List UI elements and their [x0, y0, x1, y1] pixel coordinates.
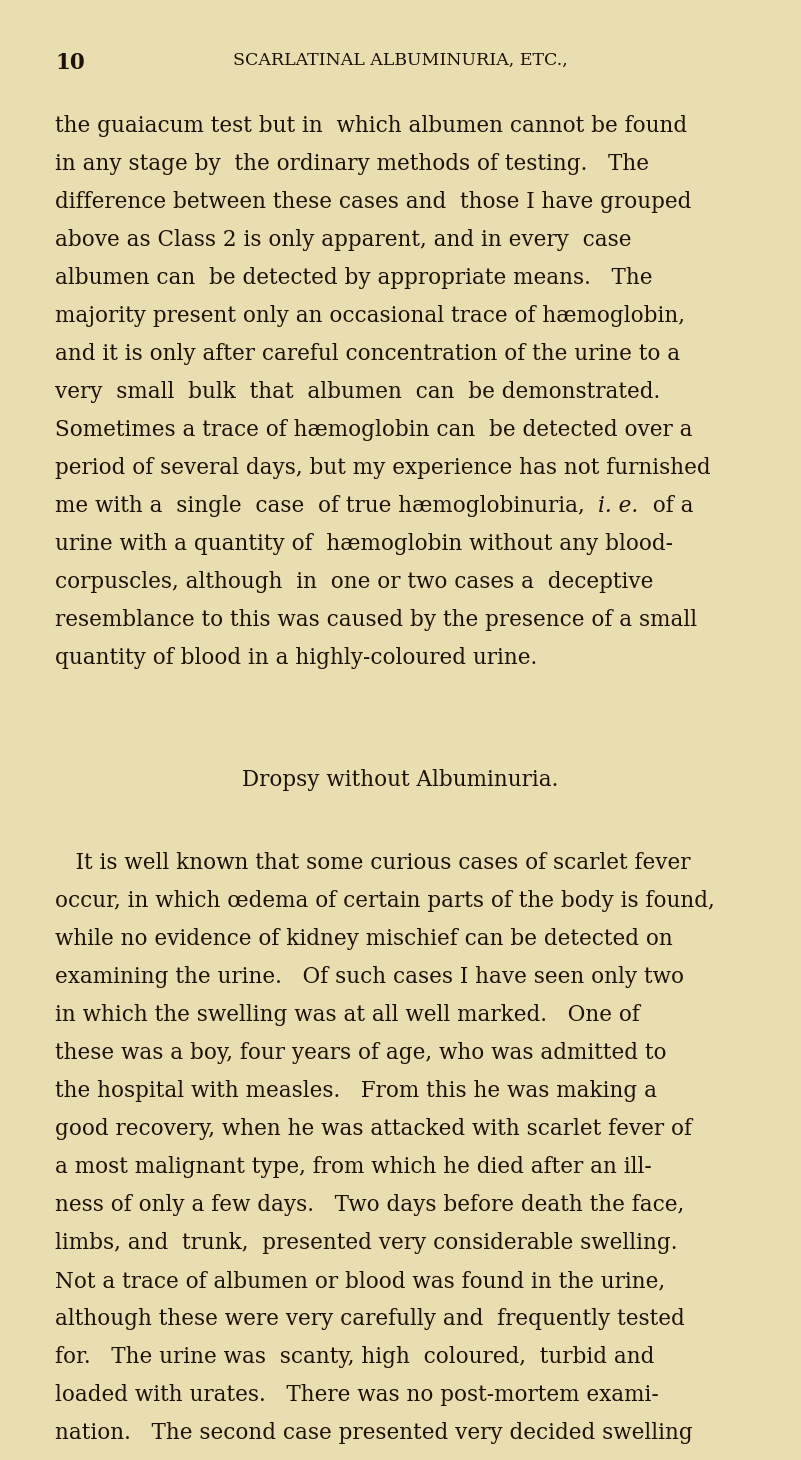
- Text: SCARLATINAL ALBUMINURIA, ETC.,: SCARLATINAL ALBUMINURIA, ETC.,: [233, 53, 568, 69]
- Text: majority present only an occasional trace of hæmoglobin,: majority present only an occasional trac…: [55, 305, 685, 327]
- Text: Dropsy without Albuminuria.: Dropsy without Albuminuria.: [243, 768, 558, 791]
- Text: me with a  single  case  of true hæmoglobinuria,: me with a single case of true hæmoglobin…: [55, 495, 598, 517]
- Text: for.   The urine was  scanty, high  coloured,  turbid and: for. The urine was scanty, high coloured…: [55, 1346, 654, 1368]
- Text: of a: of a: [638, 495, 693, 517]
- Text: difference between these cases and  those I have grouped: difference between these cases and those…: [55, 191, 691, 213]
- Text: urine with a quantity of  hæmoglobin without any blood-: urine with a quantity of hæmoglobin with…: [55, 533, 673, 555]
- Text: loaded with urates.   There was no post-mortem exami-: loaded with urates. There was no post-mo…: [55, 1384, 658, 1406]
- Text: the guaiacum test but in  which albumen cannot be found: the guaiacum test but in which albumen c…: [55, 115, 687, 137]
- Text: 10: 10: [55, 53, 85, 74]
- Text: albumen can  be detected by appropriate means.   The: albumen can be detected by appropriate m…: [55, 267, 653, 289]
- Text: ness of only a few days.   Two days before death the face,: ness of only a few days. Two days before…: [55, 1194, 684, 1216]
- Text: in which the swelling was at all well marked.   One of: in which the swelling was at all well ma…: [55, 1004, 640, 1026]
- Text: resemblance to this was caused by the presence of a small: resemblance to this was caused by the pr…: [55, 609, 697, 631]
- Text: the hospital with measles.   From this he was making a: the hospital with measles. From this he …: [55, 1080, 657, 1102]
- Text: corpuscles, although  in  one or two cases a  deceptive: corpuscles, although in one or two cases…: [55, 571, 654, 593]
- Text: while no evidence of kidney mischief can be detected on: while no evidence of kidney mischief can…: [55, 929, 673, 950]
- Text: limbs, and  trunk,  presented very considerable swelling.: limbs, and trunk, presented very conside…: [55, 1232, 678, 1254]
- Text: in any stage by  the ordinary methods of testing.   The: in any stage by the ordinary methods of …: [55, 153, 649, 175]
- Text: although these were very carefully and  frequently tested: although these were very carefully and f…: [55, 1308, 685, 1330]
- Text: and it is only after careful concentration of the urine to a: and it is only after careful concentrati…: [55, 343, 680, 365]
- Text: It is well known that some curious cases of scarlet fever: It is well known that some curious cases…: [55, 853, 690, 875]
- Text: examining the urine.   Of such cases I have seen only two: examining the urine. Of such cases I hav…: [55, 967, 684, 988]
- Text: above as Class 2 is only apparent, and in every  case: above as Class 2 is only apparent, and i…: [55, 229, 631, 251]
- Text: nation.   The second case presented very decided swelling: nation. The second case presented very d…: [55, 1422, 693, 1444]
- Text: occur, in which œdema of certain parts of the body is found,: occur, in which œdema of certain parts o…: [55, 891, 714, 912]
- Text: i. e.: i. e.: [598, 495, 638, 517]
- Text: quantity of blood in a highly-coloured urine.: quantity of blood in a highly-coloured u…: [55, 647, 537, 669]
- Text: a most malignant type, from which he died after an ill-: a most malignant type, from which he die…: [55, 1156, 652, 1178]
- Text: these was a boy, four years of age, who was admitted to: these was a boy, four years of age, who …: [55, 1042, 666, 1064]
- Text: Not a trace of albumen or blood was found in the urine,: Not a trace of albumen or blood was foun…: [55, 1270, 665, 1292]
- Text: Sometimes a trace of hæmoglobin can  be detected over a: Sometimes a trace of hæmoglobin can be d…: [55, 419, 693, 441]
- Text: period of several days, but my experience has not furnished: period of several days, but my experienc…: [55, 457, 710, 479]
- Text: very  small  bulk  that  albumen  can  be demonstrated.: very small bulk that albumen can be demo…: [55, 381, 660, 403]
- Text: good recovery, when he was attacked with scarlet fever of: good recovery, when he was attacked with…: [55, 1118, 692, 1140]
